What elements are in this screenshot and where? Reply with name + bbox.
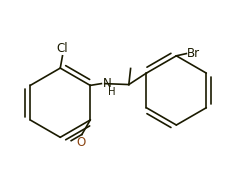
Text: Cl: Cl xyxy=(57,42,68,55)
Text: Br: Br xyxy=(187,47,200,60)
Text: N: N xyxy=(102,77,111,90)
Text: H: H xyxy=(108,87,116,97)
Text: O: O xyxy=(76,136,85,149)
